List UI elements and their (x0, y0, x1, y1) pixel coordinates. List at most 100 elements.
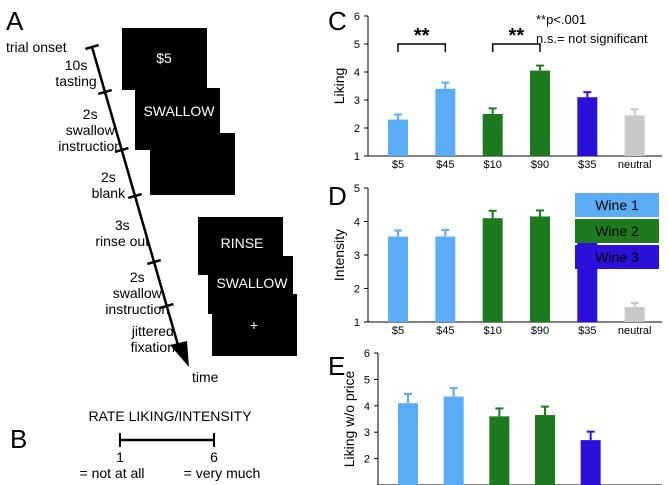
bar (482, 114, 503, 156)
timeline-step-text: swallow (66, 122, 116, 138)
bar (443, 396, 464, 485)
timeline-tick (127, 192, 143, 200)
trial-onset-label: trial onset (6, 39, 67, 55)
timeline-step-text: jittered (131, 323, 174, 339)
significance-stars: ** (509, 25, 525, 47)
timeline-step-text: 2s (101, 169, 116, 185)
timeline-line (90, 46, 182, 353)
y-tick-label: 5 (354, 183, 360, 195)
category-label: $10 (483, 159, 501, 171)
screen-text-rinse: RINSE (221, 235, 264, 251)
y-tick-label: 4 (354, 217, 360, 229)
category-label: $45 (436, 159, 454, 171)
category-label: $5 (392, 325, 404, 337)
bar-charts: 1 2 3 4 5 6 Liking $5 $45 $10 $90 $35 neutral ** ** 1 2 3… (331, 11, 662, 485)
category-label: neutral (618, 159, 652, 171)
legend-swatch (575, 193, 659, 217)
bar (435, 88, 456, 156)
y-axis-title: Intensity (331, 229, 347, 281)
bar (398, 403, 418, 485)
timeline-arrowhead (170, 341, 189, 367)
bar (530, 70, 550, 156)
bar (624, 115, 645, 156)
y-tick-label: 4 (364, 401, 370, 413)
legend-swatch (575, 245, 659, 269)
timeline-step-text: 2s (83, 106, 98, 122)
screen-text-swallow-2: SWALLOW (216, 275, 288, 291)
significance-note: **p<.001 (536, 12, 586, 27)
category-label: neutral (618, 325, 652, 337)
y-tick-label: 4 (354, 67, 360, 79)
rating-scale: RATE LIKING/INTENSITY 1 6 = not at all =… (80, 408, 261, 481)
significance-bracket (397, 43, 447, 52)
timeline-step-text: blank (92, 185, 126, 201)
timeline-step-text: fixation (131, 339, 175, 355)
category-label: $5 (392, 159, 404, 171)
timeline-step-text: 10s (65, 57, 88, 73)
chart-d: 1 2 3 4 5 Intensity $5 $45 $10 $90 $35 neutral (331, 183, 662, 337)
screen-blank (150, 133, 235, 195)
y-tick-label: 1 (354, 151, 360, 163)
category-label: $35 (578, 159, 596, 171)
bar (624, 306, 645, 322)
bar (577, 229, 598, 322)
bar (577, 97, 598, 156)
y-tick-label: 3 (354, 250, 360, 262)
category-label: $45 (436, 325, 454, 337)
panel-label-c: C (328, 6, 347, 36)
y-tick-label: 2 (364, 454, 370, 466)
rating-title: RATE LIKING/INTENSITY (88, 408, 252, 424)
screen-text-swallow-1: SWALLOW (143, 103, 215, 119)
y-tick-label: 6 (354, 11, 360, 23)
chart-e: 2 3 4 5 6 Liking w/o price (341, 348, 662, 485)
y-axis-title: Liking w/o price (341, 371, 357, 468)
panel-label-d: D (328, 181, 347, 211)
timeline-step-text: instruction (58, 138, 122, 154)
y-tick-label: 3 (364, 427, 370, 439)
screen-price (122, 28, 207, 90)
timeline-tick (84, 43, 100, 51)
legend-swatch (575, 219, 659, 243)
timeline-step-text: swallow (113, 285, 163, 301)
bar (388, 119, 408, 156)
category-label: $90 (531, 159, 549, 171)
y-tick-label: 5 (354, 39, 360, 51)
chart-c: 1 2 3 4 5 6 Liking $5 $45 $10 $90 $35 neutral ** ** (331, 11, 662, 171)
rating-high-value: 6 (210, 449, 218, 465)
panel-label-b: B (10, 424, 27, 454)
screen-text-fixation: + (250, 317, 258, 333)
panel-label-a: A (6, 6, 24, 36)
y-tick-label: 1 (354, 317, 360, 329)
timeline-tick (159, 302, 174, 310)
timeline-tick (146, 258, 162, 266)
y-tick-label: 5 (364, 374, 370, 386)
category-label: $35 (578, 325, 596, 337)
y-tick-label: 2 (354, 284, 360, 296)
y-tick-label: 2 (354, 123, 360, 135)
trial-screens: $5 SWALLOW RINSE SWALLOW + (122, 28, 297, 356)
rating-low-text: = not at all (80, 465, 145, 481)
bar (388, 236, 408, 322)
timeline-tick (114, 146, 129, 154)
screen-fixation (212, 294, 297, 356)
panel-label-e: E (328, 351, 345, 381)
rating-low-value: 1 (116, 449, 124, 465)
significance-bracket (491, 43, 541, 52)
time-label: time (192, 369, 219, 385)
bar (482, 218, 503, 322)
ns-note: n.s.= not significant (536, 31, 648, 46)
timeline-step-text: instruction (105, 301, 169, 317)
screen-text-price: $5 (156, 50, 172, 66)
timeline-step-text: 2s (130, 269, 145, 285)
timeline-tick (97, 88, 113, 96)
timeline-arrow (90, 46, 189, 367)
timeline-step-text: tasting (55, 73, 96, 89)
bar (580, 440, 601, 485)
category-label: $90 (531, 325, 549, 337)
